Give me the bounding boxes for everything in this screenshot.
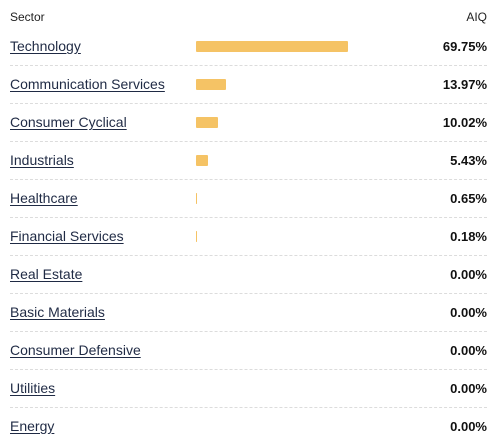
sector-link-energy[interactable]: Energy: [10, 418, 55, 434]
sector-link-communication-services[interactable]: Communication Services: [10, 76, 165, 92]
sector-link-basic-materials[interactable]: Basic Materials: [10, 304, 105, 320]
allocation-bar-track: [196, 117, 348, 128]
allocation-bar: [196, 231, 197, 242]
allocation-value: 13.97%: [442, 77, 487, 92]
allocation-bar-track: [196, 41, 348, 52]
allocation-value: 0.00%: [450, 419, 487, 434]
allocation-bar-track: [196, 345, 348, 356]
sector-row-consumer-defensive: Consumer Defensive 0.00%: [10, 332, 487, 370]
sector-link-healthcare[interactable]: Healthcare: [10, 190, 78, 206]
allocation-value: 0.18%: [450, 229, 487, 244]
sector-row-communication-services: Communication Services 13.97%: [10, 66, 487, 104]
allocation-value: 0.00%: [450, 305, 487, 320]
allocation-bar: [196, 41, 348, 52]
allocation-value: 10.02%: [442, 115, 487, 130]
allocation-bar-track: [196, 231, 348, 242]
allocation-bar: [196, 193, 198, 204]
allocation-bar-track: [196, 193, 348, 204]
allocation-value: 0.65%: [450, 191, 487, 206]
allocation-bar: [196, 79, 227, 90]
sector-row-healthcare: Healthcare 0.65%: [10, 180, 487, 218]
allocation-bar: [196, 155, 208, 166]
allocation-value: 0.00%: [450, 343, 487, 358]
sector-row-utilities: Utilities 0.00%: [10, 370, 487, 408]
sector-link-financial-services[interactable]: Financial Services: [10, 228, 124, 244]
sector-row-financial-services: Financial Services 0.18%: [10, 218, 487, 256]
allocation-bar-track: [196, 155, 348, 166]
allocation-bar-track: [196, 79, 348, 90]
allocation-value: 0.00%: [450, 381, 487, 396]
table-header: Sector AIQ: [10, 10, 487, 28]
sector-row-basic-materials: Basic Materials 0.00%: [10, 294, 487, 332]
allocation-value: 0.00%: [450, 267, 487, 282]
sector-column-header: Sector: [10, 10, 45, 24]
allocation-value: 5.43%: [450, 153, 487, 168]
sector-row-technology: Technology 69.75%: [10, 28, 487, 66]
allocation-bar-track: [196, 269, 348, 280]
allocation-bar: [196, 117, 218, 128]
sector-row-consumer-cyclical: Consumer Cyclical 10.02%: [10, 104, 487, 142]
allocation-value: 69.75%: [442, 39, 487, 54]
sector-row-industrials: Industrials 5.43%: [10, 142, 487, 180]
sector-link-industrials[interactable]: Industrials: [10, 152, 74, 168]
sector-link-technology[interactable]: Technology: [10, 38, 81, 54]
sector-link-consumer-defensive[interactable]: Consumer Defensive: [10, 342, 141, 358]
sector-row-energy: Energy 0.00%: [10, 408, 487, 446]
sector-link-consumer-cyclical[interactable]: Consumer Cyclical: [10, 114, 127, 130]
sector-link-real-estate[interactable]: Real Estate: [10, 266, 83, 282]
sector-link-utilities[interactable]: Utilities: [10, 380, 56, 396]
allocation-bar-track: [196, 421, 348, 432]
sector-list: Technology 69.75% Communication Services 13…: [10, 28, 487, 446]
sector-row-real-estate: Real Estate 0.00%: [10, 256, 487, 294]
allocation-bar-track: [196, 383, 348, 394]
fund-column-header: AIQ: [466, 10, 487, 24]
allocation-bar-track: [196, 307, 348, 318]
